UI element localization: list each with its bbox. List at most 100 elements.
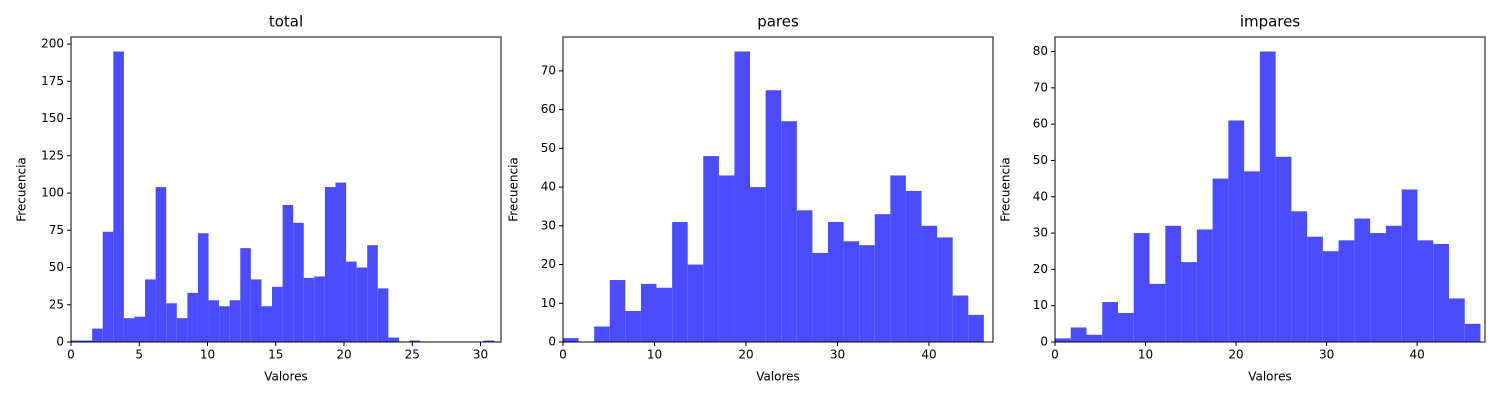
bar bbox=[102, 231, 114, 342]
bar bbox=[1165, 225, 1182, 342]
bar bbox=[113, 51, 124, 343]
bar bbox=[346, 261, 357, 342]
bar bbox=[71, 340, 82, 342]
x-axis-label: Valores bbox=[1248, 370, 1292, 384]
bar bbox=[1228, 120, 1245, 342]
bar bbox=[1307, 236, 1323, 342]
bar bbox=[1212, 178, 1229, 342]
bar bbox=[229, 300, 241, 342]
bar bbox=[874, 214, 891, 342]
x-tick-label: 20 bbox=[738, 348, 753, 362]
bar bbox=[219, 306, 230, 342]
x-tick-label: 0 bbox=[559, 348, 567, 362]
bar bbox=[1291, 211, 1308, 342]
bar bbox=[968, 314, 984, 342]
y-tick-label: 60 bbox=[541, 102, 556, 116]
x-tick-label: 40 bbox=[1409, 348, 1424, 362]
y-tick-label: 60 bbox=[1033, 117, 1048, 131]
bar bbox=[1102, 302, 1119, 342]
bar bbox=[1354, 218, 1371, 342]
bar bbox=[594, 326, 610, 342]
x-tick-label: 30 bbox=[830, 348, 845, 362]
bar bbox=[1401, 189, 1418, 342]
bar bbox=[656, 287, 673, 342]
y-tick-label: 75 bbox=[49, 223, 64, 237]
x-tick-label: 40 bbox=[921, 348, 936, 362]
y-axis-label: Frecuencia bbox=[15, 157, 29, 222]
bar bbox=[781, 121, 797, 342]
bar bbox=[356, 267, 368, 342]
x-tick-label: 0 bbox=[1051, 348, 1059, 362]
bar bbox=[155, 187, 167, 342]
bar bbox=[1244, 171, 1260, 342]
bar bbox=[250, 279, 262, 342]
y-axis-label: Frecuencia bbox=[999, 157, 1013, 222]
y-tick-label: 10 bbox=[1033, 298, 1048, 312]
bar bbox=[1149, 283, 1166, 342]
bar bbox=[859, 245, 875, 342]
bar bbox=[1417, 240, 1434, 342]
y-tick-label: 150 bbox=[41, 111, 64, 125]
y-tick-label: 100 bbox=[41, 186, 64, 200]
x-tick-label: 10 bbox=[647, 348, 662, 362]
bar bbox=[563, 338, 579, 342]
x-tick-label: 30 bbox=[1319, 348, 1334, 362]
y-tick-label: 80 bbox=[1033, 44, 1048, 58]
y-tick-label: 20 bbox=[541, 257, 556, 271]
bar bbox=[1322, 251, 1339, 342]
y-tick-label: 40 bbox=[1033, 189, 1048, 203]
bar bbox=[145, 279, 156, 342]
bar bbox=[197, 233, 209, 342]
chart-title: impares bbox=[1240, 13, 1301, 31]
bar bbox=[890, 175, 906, 342]
bar bbox=[1086, 334, 1103, 342]
bar bbox=[1259, 51, 1276, 343]
y-tick-label: 175 bbox=[41, 74, 64, 88]
y-tick-label: 50 bbox=[541, 141, 556, 155]
x-tick-label: 20 bbox=[1228, 348, 1243, 362]
x-tick-label: 20 bbox=[336, 348, 351, 362]
x-tick-label: 15 bbox=[268, 348, 283, 362]
bar bbox=[303, 277, 315, 342]
y-tick-label: 10 bbox=[541, 296, 556, 310]
bar bbox=[409, 340, 421, 342]
bar bbox=[272, 286, 283, 342]
bar bbox=[261, 306, 273, 342]
chart-title: total bbox=[269, 13, 303, 31]
bar bbox=[483, 340, 495, 342]
bar bbox=[176, 318, 188, 342]
y-tick-label: 0 bbox=[56, 335, 64, 349]
bar bbox=[187, 292, 198, 342]
y-axis-label: Frecuencia bbox=[507, 157, 521, 222]
bar bbox=[1385, 225, 1402, 342]
x-tick-label: 5 bbox=[135, 348, 143, 362]
y-tick-label: 0 bbox=[548, 335, 556, 349]
bar bbox=[293, 222, 304, 342]
bar bbox=[166, 303, 177, 342]
y-tick-label: 125 bbox=[41, 148, 64, 162]
bar bbox=[750, 187, 766, 342]
bar bbox=[1448, 298, 1465, 342]
bar bbox=[81, 340, 93, 342]
y-tick-label: 30 bbox=[1033, 226, 1048, 240]
bar bbox=[921, 225, 938, 342]
bar bbox=[123, 318, 135, 342]
bar bbox=[335, 182, 347, 342]
y-tick-label: 20 bbox=[1033, 262, 1048, 276]
bar bbox=[134, 316, 146, 342]
bar bbox=[905, 190, 922, 342]
bar bbox=[208, 300, 220, 342]
bar bbox=[388, 337, 399, 342]
bar bbox=[672, 221, 688, 342]
bar bbox=[1133, 233, 1150, 342]
bar bbox=[1338, 240, 1355, 342]
y-tick-label: 30 bbox=[541, 218, 556, 232]
chart-title: pares bbox=[757, 13, 799, 31]
y-tick-label: 50 bbox=[49, 260, 64, 274]
bar bbox=[1275, 156, 1292, 342]
bar bbox=[1464, 323, 1481, 342]
bar bbox=[1118, 312, 1134, 342]
x-tick-label: 30 bbox=[473, 348, 488, 362]
bar bbox=[640, 283, 657, 342]
